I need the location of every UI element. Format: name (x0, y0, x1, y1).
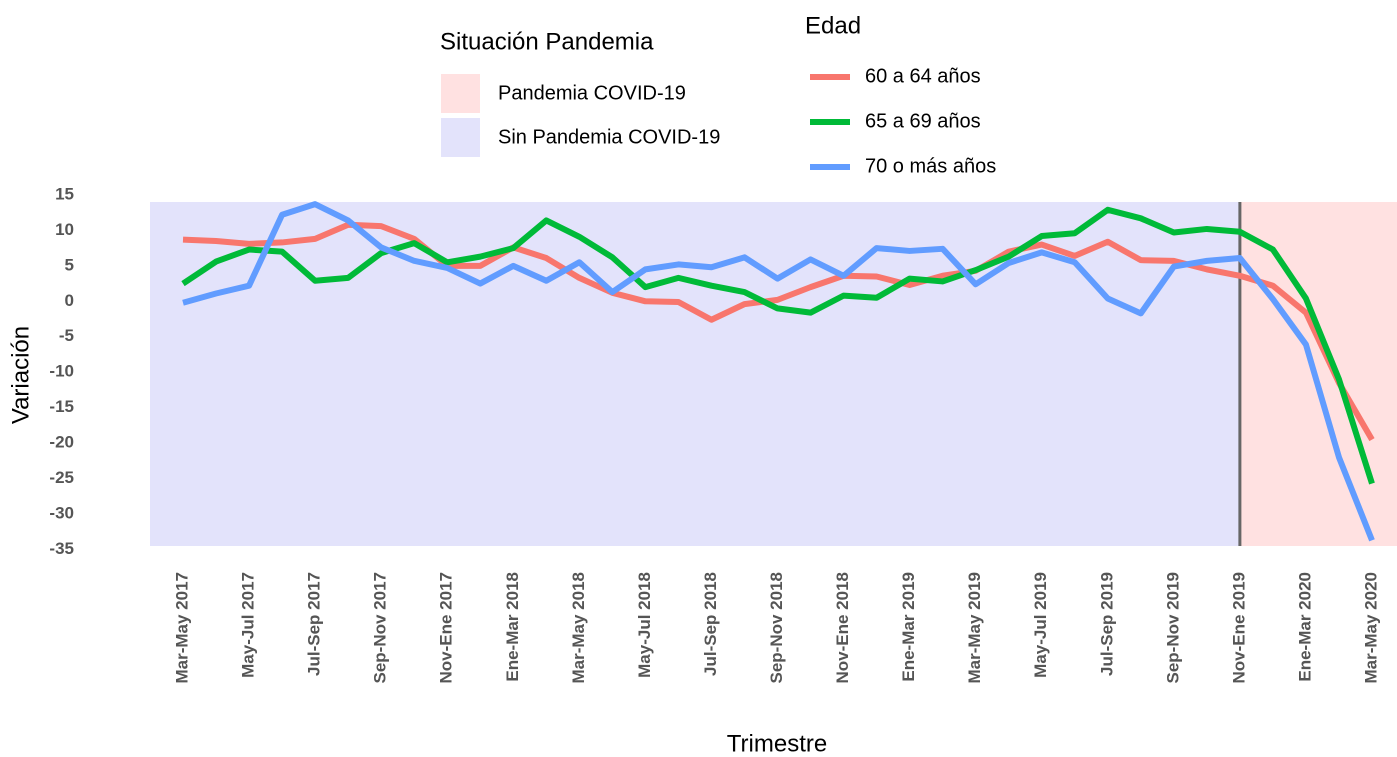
legend-label: 60 a 64 años (865, 65, 981, 87)
legend-title: Edad (805, 12, 861, 39)
x-tick-label: Mar-May 2017 (172, 572, 191, 684)
x-tick-label: Ene-Mar 2020 (1295, 572, 1314, 682)
y-tick-label: -25 (49, 468, 74, 487)
x-tick-label: Nov-Ene 2018 (833, 572, 852, 684)
y-tick-label: -35 (49, 539, 74, 558)
y-tick-label: 15 (55, 184, 74, 203)
y-tick-label: -5 (59, 326, 74, 345)
y-tick-label: -20 (49, 433, 74, 452)
y-tick-label: 0 (65, 291, 74, 310)
legend-label: 65 a 69 años (865, 110, 981, 132)
x-tick-label: Ene-Mar 2019 (899, 572, 918, 682)
shading-legend-title: Situación Pandemia (440, 28, 654, 55)
shade-legend-swatch (441, 118, 480, 157)
shade-legend-label: Sin Pandemia COVID-19 (498, 126, 720, 148)
shade-legend-label: Pandemia COVID-19 (498, 82, 686, 104)
x-tick-label: Ene-Mar 2018 (503, 572, 522, 682)
shade-legend-swatch (441, 74, 480, 113)
y-tick-label: -10 (49, 362, 74, 381)
x-axis-label: Trimestre (727, 730, 827, 757)
x-tick-label: Nov-Ene 2017 (437, 572, 456, 684)
x-tick-label: Sep-Nov 2017 (371, 572, 390, 684)
x-tick-label: Mar-May 2019 (965, 572, 984, 684)
x-tick-label: Jul-Sep 2018 (701, 572, 720, 676)
x-tick-label: Sep-Nov 2018 (767, 572, 786, 684)
x-tick-label: Sep-Nov 2019 (1163, 572, 1182, 684)
x-tick-label: Nov-Ene 2019 (1229, 572, 1248, 684)
y-tick-label: 5 (65, 255, 74, 274)
series-line (181, 206, 1375, 485)
series-line (182, 201, 1375, 542)
y-axis-label: Variación (7, 326, 34, 424)
x-tick-label: Jul-Sep 2017 (305, 572, 324, 676)
x-tick-label: Mar-May 2020 (1361, 572, 1380, 684)
y-tick-label: -15 (49, 397, 74, 416)
x-tick-label: Mar-May 2018 (569, 572, 588, 684)
x-tick-label: May-Jul 2019 (1031, 572, 1050, 678)
legend-label: 70 o más años (865, 155, 996, 177)
y-tick-label: -30 (49, 504, 74, 523)
x-tick-label: May-Jul 2018 (635, 572, 654, 678)
x-tick-label: May-Jul 2017 (239, 572, 258, 678)
series-line (182, 221, 1375, 442)
y-tick-label: 10 (55, 220, 74, 239)
x-tick-label: Jul-Sep 2019 (1097, 572, 1116, 676)
shade-region (1239, 202, 1397, 546)
